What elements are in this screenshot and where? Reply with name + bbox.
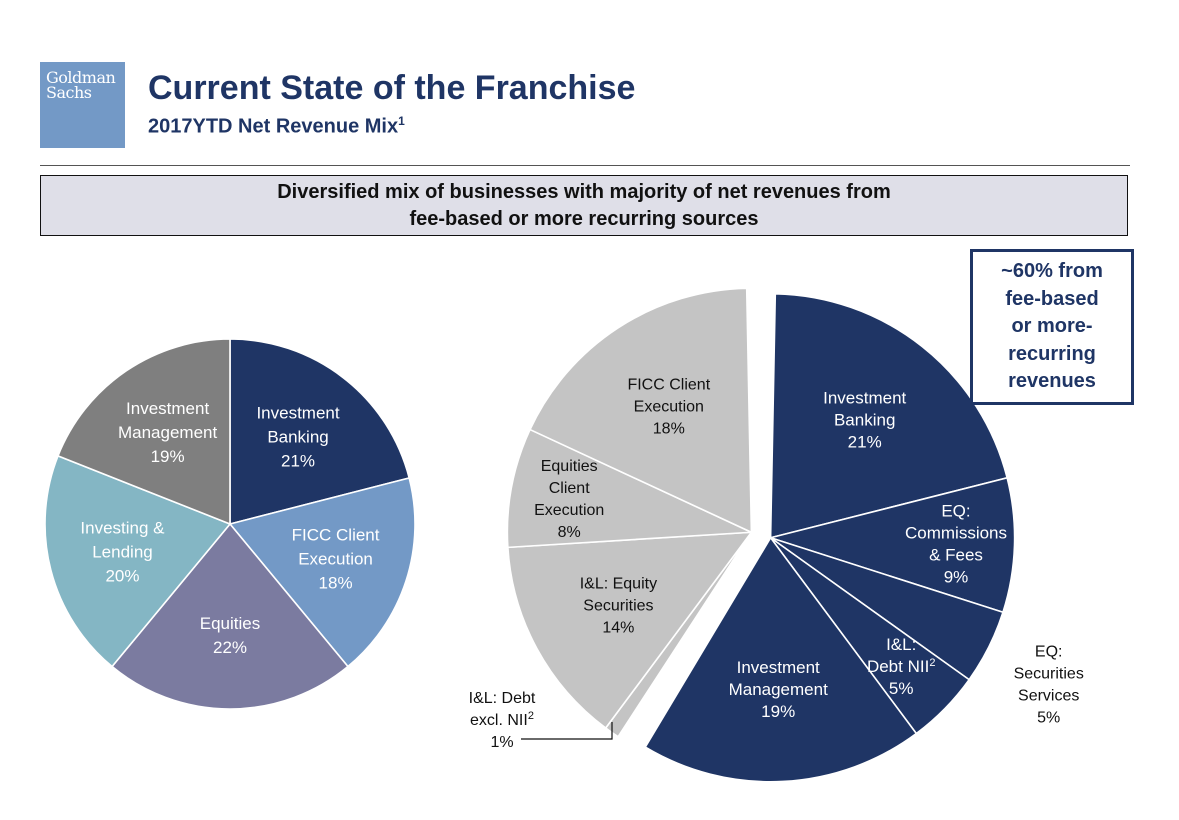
slice-label-line: Investment [737,658,820,677]
slice-investing-lending [44,454,232,668]
slice-label-line: & Fees [929,546,983,565]
slice-eq-commissions-fees [767,476,1016,614]
slice-label-line: Banking [267,427,328,446]
slice-label-line: 8% [558,524,581,541]
slice-i-l-equity-securities [507,531,754,730]
slice-label-line: Execution [298,549,373,568]
slice-investment-banking [769,292,1009,539]
leader-line [521,722,613,740]
slice-label-line: Debt NII [867,657,929,676]
slice-label-line: Equities [541,458,598,475]
slice-label-line: Securities [1014,666,1084,683]
footnote-marker: 2 [528,710,534,722]
slice-label-line: Commissions [905,524,1007,543]
slice-label-line: Management [118,423,218,442]
slice-label: I&L: Debt NII2 5% [867,635,935,698]
slice-label-line: Investment [823,388,906,407]
slice-equities [110,522,350,710]
slice-label: Equities Client Execution 8% [534,458,604,541]
slice-label: Investment Management 19% [118,399,218,466]
slice-label-line: Services [1018,688,1079,705]
slice-investment-management [644,536,918,783]
banner-line-1: Diversified mix of businesses with major… [277,180,891,203]
callout-line: revenues [1008,370,1096,393]
slice-label-line: I&L: [886,635,916,654]
goldman-sachs-logo: Goldman Sachs [40,62,125,148]
slice-label-line: Lending [92,543,153,562]
slice-label-line: Client [549,480,590,497]
slice-label-line: excl. NII [470,712,528,729]
callout-line: recurring [1008,342,1096,365]
subtitle-text: 2017YTD Net Revenue Mix [148,115,399,138]
slice-label-line: I&L: Debt [469,690,536,707]
slice-label-line: 1% [490,734,513,751]
slice-label-line: 5% [1037,710,1060,727]
recurring-revenue-callout: ~60% from fee-based or more- recurring r… [970,249,1134,405]
slice-label: FICC Client Execution 18% [627,377,710,438]
banner-line-2: fee-based or more recurring sources [409,207,759,230]
logo-line-1: Goldman [46,68,116,87]
slice-label: EQ: Securities Services 5% [1014,644,1084,727]
summary-banner: Diversified mix of businesses with major… [40,175,1128,236]
slice-label-line: Banking [834,410,895,429]
slice-label-line: 18% [319,573,353,592]
slice-label-line: Management [729,680,829,699]
slice-label: I&L: Debt excl. NII2 1% [469,690,536,751]
slice-label: Equities 22% [200,614,260,657]
slice-ficc-client-execution [528,287,753,534]
slice-label: Investing & Lending 20% [80,519,165,586]
slice-label-line: 18% [653,421,685,438]
slice-label-line: 21% [281,451,315,470]
slice-label-line: Securities [583,597,653,614]
slice-label-line: Equities [200,614,260,633]
slice-investment-banking [229,338,411,526]
slice-label-line: 20% [105,567,139,586]
slice-label: I&L: Equity Securities 14% [580,575,657,636]
callout-line: fee-based [1005,287,1099,310]
logo-line-2: Sachs [46,83,92,102]
page-subtitle: 2017YTD Net Revenue Mix1 [148,114,405,139]
slice-label-line: 5% [889,679,914,698]
slice-label-line: Investment [256,403,339,422]
slice-label-line: Investing & [80,519,165,538]
slice-label-line: FICC Client [292,525,380,544]
slice-equities-client-execution [506,428,752,549]
page-title: Current State of the Franchise [148,69,636,107]
callout-line: or more- [1011,315,1093,338]
slice-label: FICC Client Execution 18% [292,525,380,592]
slice-label-line: 19% [151,447,185,466]
slice-label-line: 22% [213,638,247,657]
slice-label: Investment Banking 21% [256,403,339,470]
slice-label: Investment Management 19% [729,658,829,721]
header-divider [40,165,1130,166]
slice-label: Investment Banking 21% [823,388,906,451]
slice-label-line: I&L: Equity [580,575,657,592]
slice-label-line: Investment [126,399,209,418]
slice-label-line: 21% [848,432,882,451]
slice-label: EQ: Commissions & Fees 9% [905,502,1007,587]
footnote-marker: 2 [929,657,935,669]
callout-line: ~60% from [1001,260,1103,283]
slice-label-line: Execution [634,399,704,416]
slice-label-line: Execution [534,502,604,519]
slice-label-line: 19% [761,702,795,721]
slice-label-line: 9% [944,568,969,587]
slice-investment-management [56,338,231,526]
slice-ficc-client-execution [228,477,416,668]
subtitle-footnote: 1 [398,114,405,128]
slice-label-line: 14% [602,619,634,636]
slice-label-line: EQ: [1035,644,1063,661]
slice-label-line: EQ: [941,502,970,521]
slice-label-line: FICC Client [627,377,710,394]
